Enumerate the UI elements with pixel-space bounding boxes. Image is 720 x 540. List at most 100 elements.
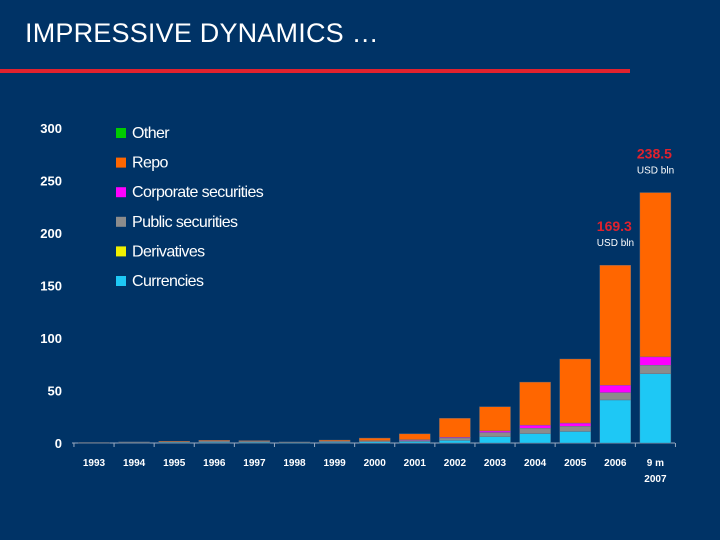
legend-label-currencies: Currencies: [132, 273, 204, 290]
legend: Other Repo Corporate securities Public secu…: [116, 125, 264, 290]
unit-label-9-m-2007: USD bln: [637, 166, 674, 177]
x-axis-ticks: 1993 1994 1995 1996 1997 1998 1999 2000 2001 2002…: [83, 458, 667, 485]
bar-currencies-2005: [559, 431, 591, 444]
x-tick-label-1999: 1999: [323, 458, 346, 469]
bar-corporate-securities-2005: [559, 422, 591, 427]
x-tick-label-2001: 2001: [404, 458, 427, 469]
x-tick-label-1993: 1993: [83, 458, 106, 469]
x-tick-label-1995: 1995: [163, 458, 186, 469]
bar-stack-2003: [479, 406, 511, 444]
bar-stack-1995: [158, 441, 190, 444]
bar-repo-2004: [519, 381, 551, 426]
bar-stack-1994: [118, 441, 150, 444]
slide-title: IMPRESSIVE DYNAMICS …: [25, 18, 379, 48]
bar-currencies-9-m-2007: [639, 373, 672, 444]
legend-item-repo: Repo: [116, 155, 169, 172]
bar-stacks: [78, 192, 672, 444]
legend-item-corporate-securities: Corporate securities: [116, 184, 264, 201]
bar-corporate-securities-2003: [479, 430, 511, 433]
bar-currencies-2004: [519, 433, 551, 444]
legend-swatch-corporate-securities: [116, 187, 126, 198]
bar-public-securities-2004: [519, 428, 551, 434]
bar-repo-2002: [439, 418, 471, 438]
legend-item-public-securities: Public securities: [116, 214, 239, 231]
total-annotations: 169.3 USD bln 238.5 USD bln: [597, 146, 674, 250]
x-tick-label-2006: 2006: [604, 458, 627, 469]
bar-stack-2005: [559, 358, 591, 444]
bar-corporate-securities-2006: [599, 385, 631, 393]
x-tick-label-9-m-2007: 9 m 2007: [644, 458, 667, 485]
legend-swatch-public-securities: [116, 216, 126, 227]
bar-public-securities-9-m-2007: [639, 365, 672, 374]
y-axis-ticks: 0 50 100 150 200 250 300: [40, 121, 62, 451]
bar-repo-1997: [238, 440, 271, 442]
x-tick-label-2000: 2000: [364, 458, 387, 469]
bar-public-securities-1993: [78, 442, 110, 444]
bar-repo-2003: [479, 406, 511, 432]
legend-item-currencies: Currencies: [116, 273, 205, 290]
bar-currencies-2003: [479, 436, 511, 444]
bar-currencies-2001: [399, 441, 431, 444]
bar-repo-2005: [559, 358, 591, 424]
bar-stack-1997: [238, 440, 271, 444]
unit-label-2006: USD bln: [597, 238, 634, 249]
bar-repo-2001: [399, 433, 431, 440]
legend-swatch-other: [116, 128, 126, 138]
x-tick-label-1998: 1998: [283, 458, 306, 469]
x-tick-label-2005: 2005: [564, 458, 587, 469]
bar-public-securities-2006: [599, 392, 631, 401]
x-tick-label-1994: 1994: [123, 458, 146, 469]
axes: [72, 442, 676, 447]
legend-label-derivatives: Derivatives: [132, 243, 205, 260]
total-label-9-m-2007: 238.5: [637, 146, 672, 162]
bar-public-securities-1998: [278, 441, 311, 443]
x-tick-label-1997: 1997: [243, 458, 266, 469]
x-tick-label-2002: 2002: [444, 458, 467, 469]
bar-repo-2000: [359, 437, 391, 441]
bar-stack-2006: [599, 265, 631, 444]
legend-swatch-derivatives: [116, 246, 126, 257]
bar-stack-1998: [278, 441, 311, 444]
bar-public-securities-1994: [118, 441, 150, 443]
bar-stack-9-m-2007: [639, 192, 672, 444]
bar-stack-2000: [359, 437, 391, 444]
y-tick-label-150: 150: [40, 279, 62, 294]
bar-stack-1993: [78, 442, 110, 444]
title-rule: [0, 69, 630, 73]
y-tick-label-50: 50: [48, 384, 62, 399]
legend-label-other: Other: [132, 125, 170, 142]
legend-item-derivatives: Derivatives: [116, 243, 206, 260]
x-tick-label-1996: 1996: [203, 458, 226, 469]
bar-currencies-2006: [599, 399, 631, 444]
bar-stack-2001: [399, 433, 431, 444]
legend-label-repo: Repo: [132, 155, 169, 172]
legend-swatch-currencies: [116, 276, 126, 286]
total-label-2006: 169.3: [597, 218, 632, 234]
bar-public-securities-2003: [479, 432, 511, 437]
bar-corporate-securities-9-m-2007: [639, 356, 672, 366]
y-tick-label-300: 300: [40, 121, 62, 136]
bar-currencies-2002: [439, 440, 471, 444]
bar-stack-1996: [198, 440, 231, 444]
y-tick-label-0: 0: [55, 436, 62, 451]
bar-repo-2006: [599, 265, 631, 386]
bar-stack-1999: [318, 439, 351, 444]
y-tick-label-100: 100: [40, 331, 62, 346]
legend-label-corporate-securities: Corporate securities: [132, 184, 264, 201]
bar-repo-1995: [158, 441, 190, 443]
x-tick-label-2004: 2004: [524, 458, 547, 469]
legend-swatch-repo: [116, 157, 126, 168]
bar-repo-1999: [318, 439, 351, 442]
bar-repo-9-m-2007: [639, 192, 672, 358]
y-tick-label-200: 200: [40, 226, 62, 241]
legend-label-public-securities: Public securities: [132, 214, 238, 231]
legend-item-other: Other: [116, 125, 171, 142]
y-tick-label-250: 250: [40, 174, 62, 189]
bar-corporate-securities-2004: [519, 424, 551, 429]
bar-stack-2004: [519, 381, 551, 444]
bar-repo-1996: [198, 440, 231, 442]
bar-public-securities-2005: [559, 426, 591, 432]
bar-stack-2002: [439, 418, 471, 444]
x-tick-label-2003: 2003: [484, 458, 507, 469]
